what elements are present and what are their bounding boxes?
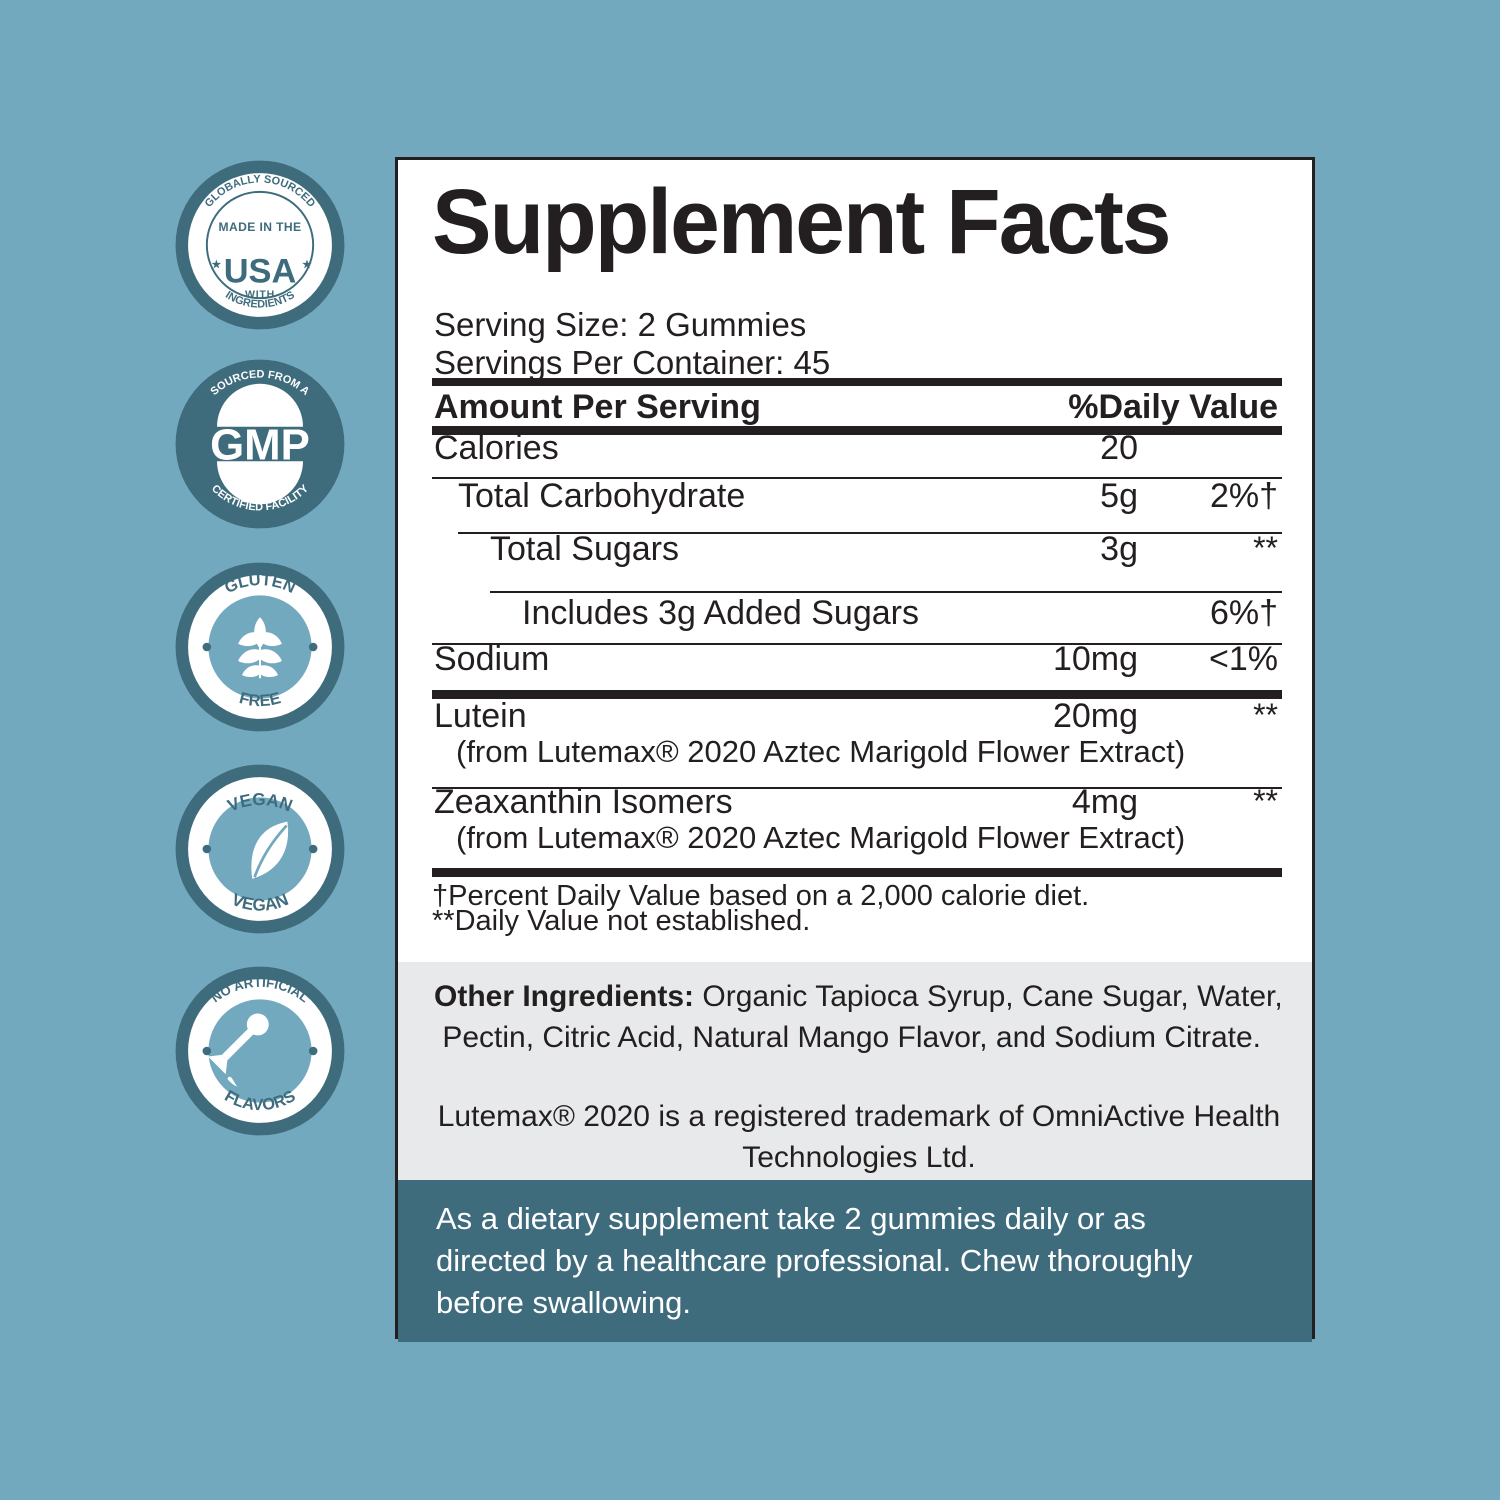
svg-text:★: ★ <box>211 257 222 271</box>
svg-text:USA: USA <box>224 253 297 291</box>
svg-text:GMP: GMP <box>210 421 310 470</box>
svg-text:★: ★ <box>301 257 312 271</box>
svg-text:MADE IN THE: MADE IN THE <box>218 220 301 234</box>
